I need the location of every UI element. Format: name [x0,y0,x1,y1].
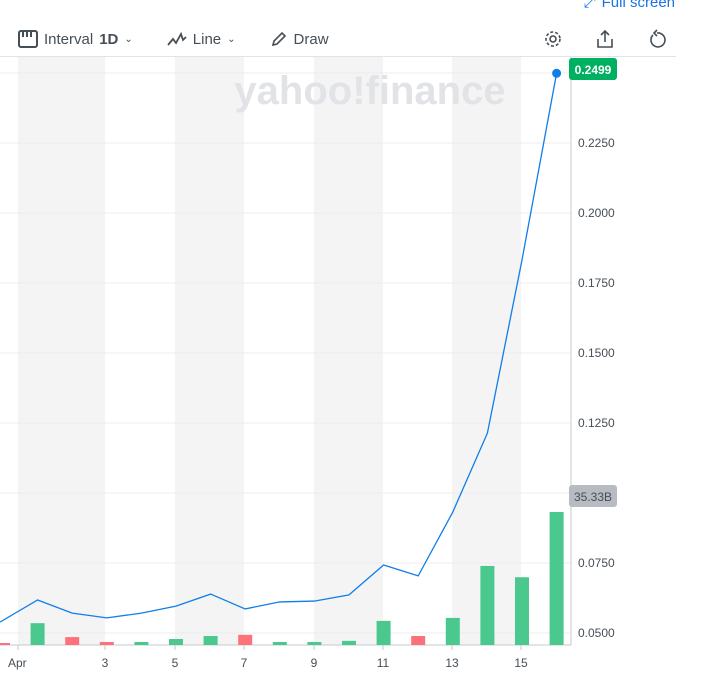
price-line [0,73,558,623]
y-tick-label: 0.1500 [578,346,615,360]
price-badge-text: 0.2499 [575,63,612,77]
chevron-down-icon: ⌄ [124,33,133,45]
volume-bar [480,565,495,645]
volume-bar [376,620,391,645]
chart-type-button[interactable]: Line ⌄ [167,31,236,48]
last-price-dot [552,68,562,78]
volume-bar [65,637,80,645]
share-icon[interactable] [594,28,616,50]
reset-icon[interactable] [646,28,668,50]
volume-badge: 35.33B [569,485,617,507]
volume-bar [30,623,45,645]
chevron-down-icon: ⌄ [227,33,236,45]
volume-bar [203,635,218,645]
pencil-icon [271,31,286,47]
y-tick-label: 0.1250 [578,416,615,430]
yahoo-finance-watermark: yahoo!finance [234,69,505,113]
fullscreen-label: Full screen [601,0,675,11]
weekend-band [314,57,383,645]
y-tick-label: 0.0750 [578,556,615,570]
y-tick-label: 0.1750 [578,276,615,290]
interval-label: Interval [44,30,94,48]
volume-bar [0,643,10,645]
expand-icon: ⤢ [583,0,596,11]
volume-bar [515,577,529,645]
volume-bar [169,638,183,645]
line-chart-icon [167,32,187,46]
fullscreen-button[interactable]: ⤢ Full screen [584,0,675,11]
volume-bar [549,512,564,645]
y-tick-label: 0.2000 [578,206,615,220]
volume-bar [238,634,253,645]
y-tick-label: 0.0500 [578,626,615,640]
y-tick-label: 0.2250 [578,136,615,150]
volume-bar [445,617,460,645]
interval-button[interactable]: Interval 1D ⌄ [18,30,133,48]
x-tick-label: 9 [311,656,318,670]
volume-bar [272,641,287,645]
volume-bar [307,641,322,645]
volume-bar [134,641,149,645]
draw-button[interactable]: Draw [270,30,329,48]
x-tick-label: 5 [172,656,179,670]
chart-toolbar: Interval 1D ⌄ Line ⌄ Draw [0,22,676,57]
x-tick-label: 3 [102,656,109,670]
volume-bar [99,641,114,645]
price-badge: 0.2499 [569,58,617,80]
interval-value: 1D [99,30,119,48]
interval-icon [18,30,38,48]
volume-badge-text: 35.33B [574,490,612,504]
chart-type-label: Line [192,30,222,48]
weekend-band [18,57,105,645]
weekend-band [175,57,244,645]
weekend-band [452,57,521,645]
x-tick-label: 7 [241,656,248,670]
settings-gear-icon[interactable] [542,28,564,50]
x-tick-label: 11 [377,656,390,670]
x-tick-label: 13 [445,656,459,670]
x-tick-label: Apr [8,656,27,670]
draw-label: Draw [293,30,329,48]
x-tick-label: 15 [514,656,528,670]
volume-bar [411,635,426,645]
volume-bar [342,640,356,645]
